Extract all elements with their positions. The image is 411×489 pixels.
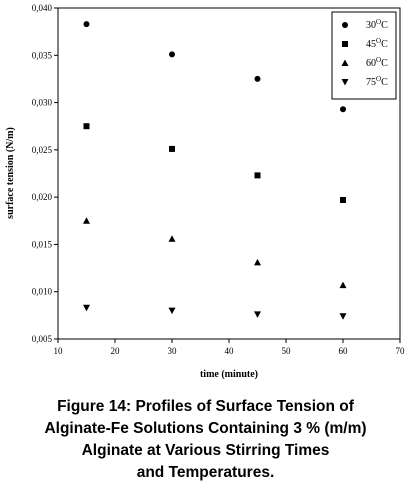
- data-point: [339, 281, 347, 289]
- x-tick-label: 10: [54, 346, 64, 356]
- x-tick-label: 20: [111, 346, 121, 356]
- figure-caption: Figure 14: Profiles of Surface Tension o…: [0, 396, 411, 484]
- y-tick-label: 0,020: [32, 192, 53, 202]
- y-tick-label: 0,015: [32, 239, 53, 249]
- legend-label: 75OC: [366, 75, 388, 88]
- y-axis-ticks: 0,005 0,010 0,015 0,020 0,025 0,030 0,035 0,040: [32, 3, 58, 344]
- caption-line: Alginate-Fe Solutions Containing 3 % (m/…: [44, 420, 367, 437]
- data-point: [83, 123, 90, 130]
- data-point: [83, 217, 90, 224]
- data-point: [169, 145, 175, 152]
- legend-label: 60OC: [366, 56, 388, 69]
- x-axis-label: time (minute): [200, 369, 258, 380]
- legend-marker: [342, 41, 348, 47]
- y-tick-label: 0,035: [32, 50, 53, 60]
- y-tick-label: 0,005: [32, 334, 53, 344]
- data-point: [83, 21, 90, 28]
- surface-tension-chart: 10 20 30 40 50 60 70 0,005 0,010 0,015 0,020 0,025…: [5, 3, 406, 380]
- data-point: [254, 75, 261, 82]
- data-points: [83, 21, 347, 320]
- y-tick-label: 0,040: [32, 3, 53, 13]
- data-point: [254, 258, 261, 266]
- data-point: [254, 172, 261, 179]
- legend-marker: [341, 79, 349, 86]
- data-point: [254, 311, 261, 318]
- x-tick-label: 60: [339, 346, 349, 356]
- data-point: [168, 307, 176, 315]
- legend: 30OC 45OC 60OC 75OC: [331, 11, 397, 100]
- caption-line: Figure 14: Profiles of Surface Tension o…: [57, 398, 354, 415]
- legend-marker: [342, 22, 348, 28]
- data-point: [340, 196, 346, 203]
- data-point: [339, 313, 347, 320]
- data-point: [83, 304, 90, 312]
- x-tick-label: 50: [282, 346, 292, 356]
- y-tick-label: 0,010: [32, 287, 53, 297]
- y-tick-label: 0,025: [32, 145, 53, 155]
- data-point: [168, 235, 176, 242]
- x-tick-label: 70: [396, 346, 406, 356]
- x-tick-label: 40: [225, 346, 235, 356]
- caption-line: Alginate at Various Stirring Times: [81, 442, 330, 459]
- data-point: [169, 51, 175, 58]
- x-tick-label: 30: [168, 346, 178, 356]
- legend-label: 30OC: [366, 18, 388, 31]
- y-axis-label: surface tension (N/m): [5, 127, 16, 219]
- legend-marker: [341, 59, 349, 66]
- legend-label: 45OC: [366, 37, 388, 50]
- caption-line: and Temperatures.: [136, 464, 275, 481]
- y-tick-label: 0,030: [32, 98, 53, 108]
- x-axis-ticks: 10 20 30 40 50 60 70: [54, 339, 406, 356]
- data-point: [340, 106, 346, 113]
